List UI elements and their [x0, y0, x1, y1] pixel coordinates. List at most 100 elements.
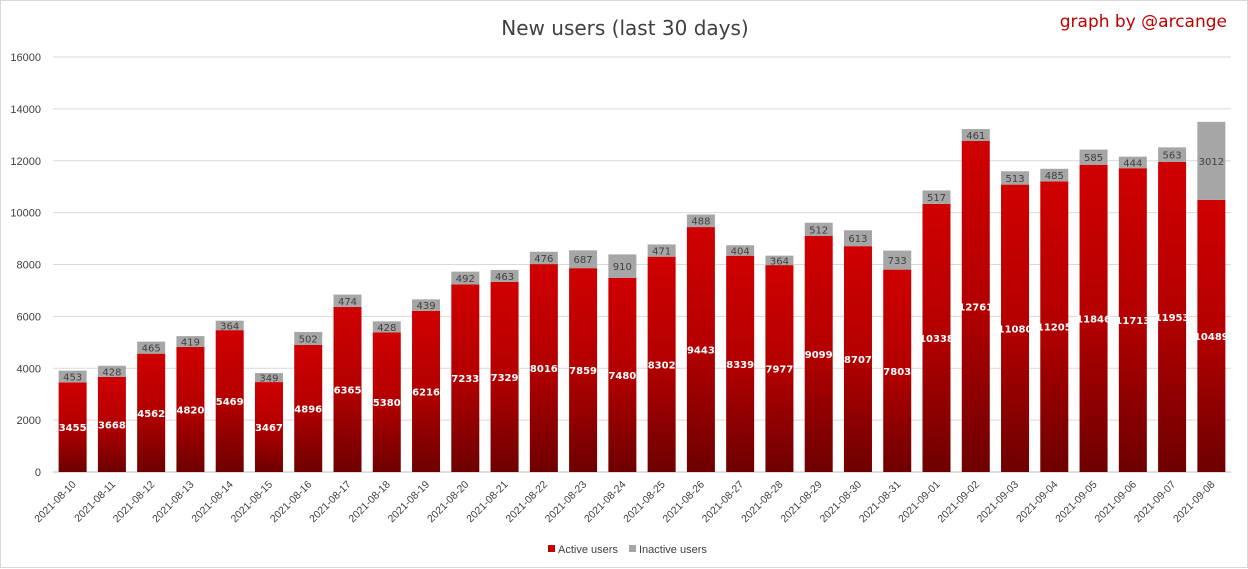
- data-label-active: 8707: [844, 355, 872, 366]
- chart-title: New users (last 30 days): [501, 16, 748, 40]
- data-label-inactive: 419: [181, 338, 200, 349]
- data-label-active: 10489: [1194, 332, 1229, 343]
- bar-active-users: [686, 227, 715, 472]
- data-label-active: 9443: [687, 346, 715, 357]
- bar-inactive-users: [451, 271, 480, 285]
- bar-inactive-users: [372, 321, 401, 333]
- data-label-inactive: 733: [888, 256, 907, 267]
- data-label-active: 3455: [59, 423, 87, 434]
- data-label-active: 9099: [805, 350, 833, 361]
- data-label-active: 11080: [998, 324, 1033, 335]
- bar-inactive-users: [412, 299, 441, 311]
- bar-inactive-users: [254, 373, 283, 383]
- data-label-active: 7329: [491, 373, 519, 384]
- bar-active-users: [1158, 161, 1187, 472]
- data-label-active: 5380: [373, 398, 401, 409]
- data-label-inactive: 3012: [1199, 157, 1224, 168]
- bar-active-users: [529, 264, 558, 472]
- legend-label-active: Active users: [558, 544, 618, 556]
- bar-active-users: [294, 345, 323, 472]
- bar-active-users: [726, 255, 755, 472]
- bar-inactive-users: [765, 255, 794, 266]
- chart-credit: graph by @arcange: [1060, 12, 1227, 32]
- data-label-active: 7803: [883, 367, 911, 378]
- data-label-active: 11846: [1076, 314, 1111, 325]
- bar-inactive-users: [1118, 156, 1147, 169]
- data-label-inactive: 453: [63, 373, 82, 384]
- bar-active-users: [254, 382, 283, 472]
- data-label-inactive: 439: [416, 301, 435, 312]
- data-label-active: 10338: [919, 334, 954, 345]
- y-tick-label: 6000: [17, 311, 41, 323]
- y-tick-label: 10000: [10, 208, 41, 220]
- data-label-inactive: 474: [338, 297, 357, 308]
- y-tick-label: 12000: [10, 156, 41, 168]
- bar-inactive-users: [1197, 121, 1226, 200]
- bar-active-users: [97, 376, 126, 472]
- gridlines: [53, 56, 1231, 473]
- bar-inactive-users: [647, 244, 676, 257]
- data-label-inactive: 485: [1045, 171, 1064, 182]
- bar-active-users: [647, 256, 676, 472]
- y-tick-label: 4000: [17, 363, 41, 375]
- bar-inactive-users: [1079, 149, 1108, 165]
- data-label-active: 12761: [958, 303, 993, 314]
- bar-active-users: [372, 332, 401, 472]
- data-label-active: 4896: [294, 405, 322, 416]
- bar-active-users: [1197, 199, 1226, 472]
- data-label-inactive: 471: [652, 247, 671, 258]
- bar-inactive-users: [58, 370, 87, 383]
- bar-active-users: [883, 269, 912, 472]
- data-label-inactive: 502: [299, 334, 318, 345]
- data-label-active: 7480: [608, 371, 636, 382]
- y-tick-label: 16000: [10, 52, 41, 64]
- bar-inactive-users: [176, 336, 205, 347]
- bar-active-users: [215, 330, 244, 472]
- data-label-inactive: 513: [1005, 174, 1024, 185]
- bar-active-users: [412, 310, 441, 472]
- data-label-active: 8016: [530, 364, 558, 375]
- bar-inactive-users: [1001, 171, 1030, 185]
- data-label-active: 3668: [98, 420, 126, 431]
- data-label-inactive: 910: [613, 262, 632, 273]
- legend-label-inactive: Inactive users: [639, 544, 707, 556]
- bar-inactive-users: [490, 269, 519, 282]
- data-label-active: 8302: [648, 360, 676, 371]
- bar-inactive-users: [961, 129, 990, 142]
- data-label-active: 11205: [1037, 323, 1072, 334]
- data-label-inactive: 349: [259, 374, 278, 385]
- bar-active-users: [961, 141, 990, 472]
- x-tick-label: 2021-08-10: [32, 479, 79, 526]
- data-label-active: 6365: [334, 385, 362, 396]
- bar-active-users: [1079, 164, 1108, 472]
- data-label-inactive: 428: [377, 323, 396, 334]
- bar-active-users: [569, 268, 598, 472]
- bar-inactive-users: [137, 341, 166, 354]
- data-label-active: 7233: [451, 374, 479, 385]
- data-label-inactive: 463: [495, 272, 514, 283]
- legend-swatch-active: [548, 545, 555, 552]
- data-label-inactive: 444: [1123, 158, 1142, 169]
- data-label-active: 8339: [726, 360, 754, 371]
- bar-active-users: [176, 346, 205, 472]
- data-label-inactive: 563: [1163, 151, 1182, 162]
- y-tick-label: 8000: [17, 260, 41, 272]
- bar-inactive-users: [883, 250, 912, 270]
- bar-active-users: [490, 281, 519, 472]
- data-label-inactive: 585: [1084, 153, 1103, 164]
- data-label-active: 4562: [137, 409, 165, 420]
- bar-inactive-users: [843, 230, 872, 247]
- bar-active-users: [765, 265, 794, 472]
- bar-active-users: [1001, 184, 1030, 473]
- legend: Active users Inactive users: [548, 544, 707, 556]
- data-label-inactive: 364: [770, 256, 789, 267]
- data-label-active: 4820: [177, 405, 205, 416]
- data-label-inactive: 492: [456, 274, 475, 285]
- data-label-active: 11953: [1155, 313, 1190, 324]
- bar-active-users: [843, 246, 872, 472]
- bar-active-users: [922, 203, 951, 472]
- bar-inactive-users: [1040, 168, 1069, 182]
- bar-inactive-users: [726, 245, 755, 256]
